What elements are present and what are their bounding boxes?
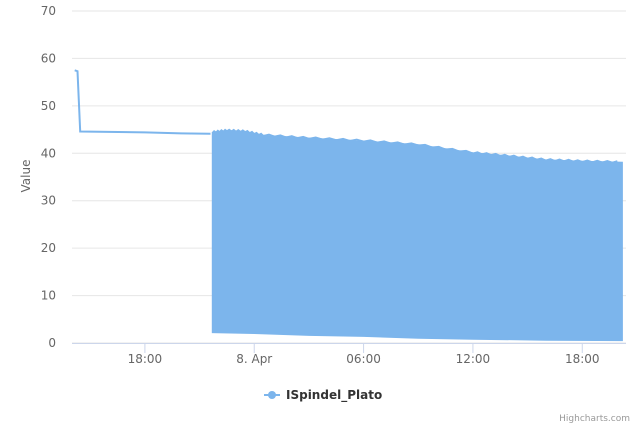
- y-tick-label: 60: [41, 51, 56, 65]
- y-tick-label: 70: [41, 4, 56, 18]
- x-tick-label: 06:00: [346, 352, 381, 366]
- y-tick-label: 0: [48, 336, 56, 350]
- legend[interactable]: ISpindel_Plato: [264, 388, 382, 403]
- series-line-pre-oscillation[interactable]: [74, 69, 211, 135]
- y-axis: 0 10 20 30 40 50 60 70: [41, 4, 56, 350]
- legend-marker-icon: [268, 391, 276, 399]
- series-top-edge: [211, 128, 618, 164]
- y-axis-title: Value: [19, 160, 33, 193]
- credits[interactable]: Highcharts.com: [559, 414, 630, 424]
- x-tick-label: 12:00: [456, 352, 491, 366]
- x-tick-label: 8. Apr: [236, 352, 272, 366]
- y-tick-label: 30: [41, 194, 56, 208]
- legend-label[interactable]: ISpindel_Plato: [286, 388, 382, 403]
- y-tick-label: 50: [41, 99, 56, 113]
- x-axis: 18:00 8. Apr 06:00 12:00 18:00: [72, 343, 626, 366]
- series-ispindel-plato[interactable]: [74, 69, 623, 342]
- x-tick-label: 18:00: [565, 352, 600, 366]
- series-oscillation-band[interactable]: [211, 129, 623, 342]
- y-tick-label: 40: [41, 146, 56, 160]
- y-tick-label: 10: [41, 289, 56, 303]
- x-tick-label: 18:00: [128, 352, 163, 366]
- y-tick-label: 20: [41, 241, 56, 255]
